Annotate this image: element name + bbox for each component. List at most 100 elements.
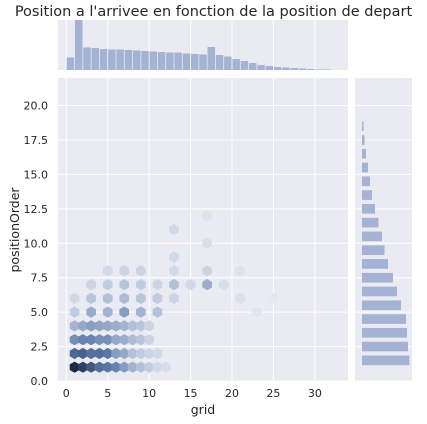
right-histogram-bar <box>362 204 375 214</box>
y-tick-label: 20.0 <box>24 100 49 113</box>
top-histogram-bar <box>215 55 224 70</box>
hexbin-cell <box>252 306 262 318</box>
y-axis-label: positionOrder <box>7 187 22 273</box>
top-histogram-bars <box>66 20 332 70</box>
x-tick-labels: 0 5 10 15 20 25 30 <box>63 387 322 400</box>
hexbin-cell <box>102 320 113 332</box>
right-histogram-bar <box>362 121 364 132</box>
top-histogram-bar <box>298 68 307 70</box>
hexbin-cell <box>119 279 130 291</box>
x-tick-label: 5 <box>104 387 111 400</box>
hexbin-cell <box>111 361 121 373</box>
top-histogram-bar <box>74 20 83 70</box>
hexbin-cell <box>136 279 146 291</box>
top-histogram-bar <box>199 54 207 70</box>
top-histogram-bar <box>182 53 191 70</box>
hexbin-cell <box>111 334 121 346</box>
top-histogram-bar <box>124 50 133 70</box>
hexbin-cell <box>102 265 113 277</box>
hexbin-cell <box>86 361 96 373</box>
x-tick-label: 15 <box>184 387 198 400</box>
chart-title: Position a l'arrivee en fonction de la p… <box>14 4 413 20</box>
top-histogram-bar <box>166 52 174 70</box>
top-histogram-bar <box>315 69 323 70</box>
top-histogram-bar <box>66 57 75 70</box>
hexbin-cell <box>136 265 146 277</box>
right-histogram-bar <box>362 148 366 159</box>
hexbin-cell <box>136 292 146 304</box>
top-histogram-bar <box>149 51 158 70</box>
hexbin-cell <box>86 334 96 346</box>
hexbin-cell <box>119 292 130 304</box>
x-axis-label: grid <box>191 402 215 417</box>
right-histogram-bar <box>362 135 365 145</box>
right-histogram-bar <box>362 162 368 173</box>
y-tick-label: 17.5 <box>24 134 49 147</box>
hexbin-cell <box>69 306 80 318</box>
right-histogram-bar <box>362 272 393 283</box>
hexbin-cell <box>169 223 179 236</box>
hexbin-cell <box>78 361 88 373</box>
hexbin-cell <box>127 334 138 346</box>
top-histogram-bar <box>240 61 249 70</box>
x-tick-label: 25 <box>266 387 280 400</box>
hexbin-cell <box>202 279 212 291</box>
hexbin-cell <box>119 320 130 332</box>
hexbin-cell <box>127 361 138 373</box>
right-histogram-bars <box>362 121 410 366</box>
hexbin-cell <box>119 361 130 373</box>
hexbin-cell <box>169 292 179 304</box>
x-tick-label: 0 <box>63 387 70 400</box>
top-histogram-bar <box>116 49 124 70</box>
x-tick-label: 20 <box>225 387 239 400</box>
hexbin-cell <box>152 347 163 360</box>
hexbin-cell <box>136 320 146 332</box>
hexbin-cell <box>127 320 138 332</box>
hexbin-cell <box>119 306 130 318</box>
hexbin-cell <box>69 347 80 360</box>
x-tick-label: 30 <box>308 387 322 400</box>
right-histogram-bar <box>362 259 388 269</box>
top-marginal-grid <box>65 20 316 70</box>
top-histogram-bar <box>83 47 91 70</box>
hexbin-cell <box>144 361 154 373</box>
hexbin-layer <box>69 210 279 373</box>
hexbin-cell <box>78 334 88 346</box>
hexbin-cell <box>78 347 88 360</box>
hexbin-cell <box>136 347 146 360</box>
y-tick-label: 7.5 <box>31 272 49 285</box>
right-histogram-bar <box>362 176 370 187</box>
hexbin-cell <box>144 320 154 332</box>
hexbin-cell <box>94 361 105 373</box>
top-histogram-bar <box>141 51 149 70</box>
top-histogram-bar <box>273 67 282 70</box>
hexbin-cell <box>102 292 113 304</box>
hexbin-cell <box>136 334 146 346</box>
hexbin-cell <box>119 265 130 277</box>
hexbin-cell <box>119 334 130 346</box>
hexbin-cell <box>119 347 130 360</box>
right-histogram-bar <box>362 300 401 311</box>
hexbin-cell <box>69 292 80 304</box>
top-histogram-bar <box>157 52 166 70</box>
x-tick-label: 10 <box>142 387 156 400</box>
y-tick-label: 12.5 <box>24 203 49 216</box>
hexbin-cell <box>102 306 113 318</box>
hexbin-cell <box>202 210 212 222</box>
hexbin-cell <box>152 279 163 291</box>
hexbin-cell <box>86 279 96 291</box>
right-histogram-bar <box>362 314 406 324</box>
hexbin-cell <box>111 347 121 360</box>
hexbin-cell <box>136 361 146 373</box>
right-histogram-bar <box>362 217 379 228</box>
right-histogram-bar <box>362 245 385 255</box>
top-histogram-bar <box>257 65 265 70</box>
hexbin-cell <box>94 347 105 360</box>
hexbin-cell <box>169 265 179 277</box>
hexbin-cell <box>160 361 171 373</box>
hexbin-cell <box>94 320 105 332</box>
hexbin-cell <box>152 361 163 373</box>
top-histogram-bar <box>207 47 216 70</box>
top-histogram-bar <box>265 66 274 70</box>
hexbin-cell <box>202 237 212 249</box>
